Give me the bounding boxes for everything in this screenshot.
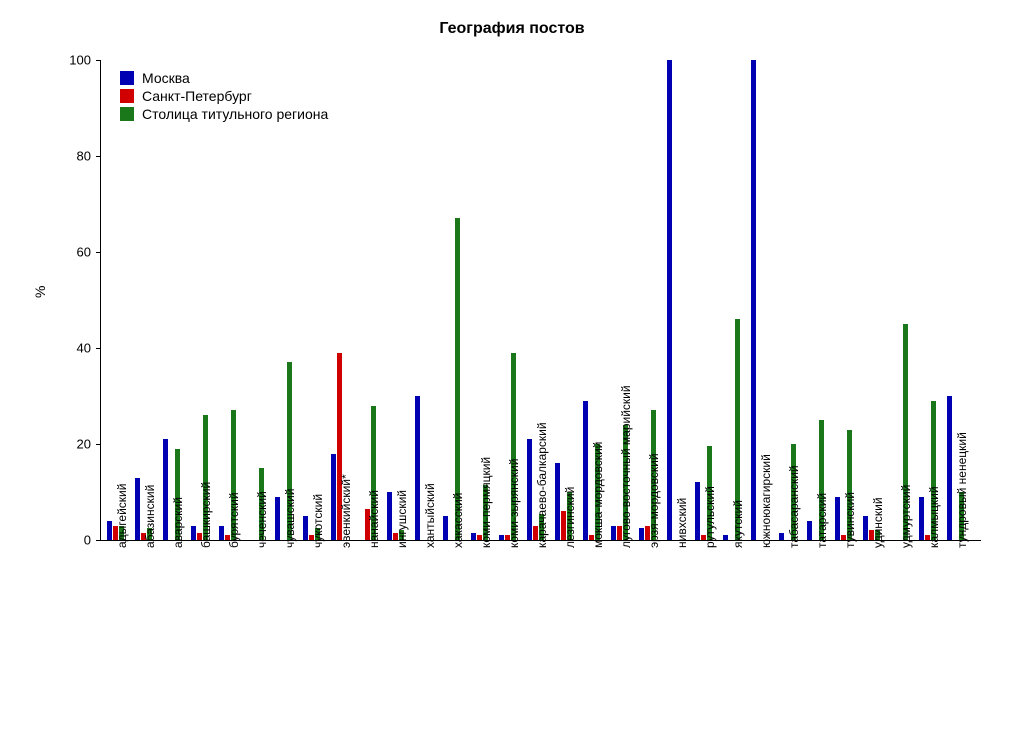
x-label: табасаранский: [787, 465, 801, 548]
x-label: ингушский: [395, 490, 409, 548]
bar: [275, 497, 280, 540]
bar: [583, 401, 588, 540]
y-tick-mark: [96, 540, 101, 541]
legend-label: Москва: [142, 70, 190, 86]
legend-item-moscow: Москва: [120, 70, 328, 86]
bar: [163, 439, 168, 540]
x-label: тувинский: [843, 492, 857, 548]
x-label: нивхский: [675, 498, 689, 548]
x-label: хантыйский: [423, 483, 437, 548]
legend-swatch-icon: [120, 107, 134, 121]
bar: [555, 463, 560, 540]
bar: [639, 528, 644, 540]
bar: [723, 535, 728, 540]
x-label: рутульский: [703, 486, 717, 548]
bar: [835, 497, 840, 540]
chart-container: География постов % 020406080100 Москва С…: [0, 0, 1024, 752]
x-label: абазинский: [143, 485, 157, 548]
bar: [387, 492, 392, 540]
x-label: удинский: [871, 497, 885, 548]
bar: [807, 521, 812, 540]
bar: [135, 478, 140, 540]
x-label: калмыцкий: [927, 486, 941, 548]
bar: [947, 396, 952, 540]
bar: [667, 60, 672, 540]
legend-label: Санкт-Петербург: [142, 88, 252, 104]
bar: [331, 454, 336, 540]
legend-swatch-icon: [120, 71, 134, 85]
bar: [443, 516, 448, 540]
bar: [919, 497, 924, 540]
x-label: хакасский: [451, 493, 465, 548]
bar: [107, 521, 112, 540]
x-label: тундровый ненецкий: [955, 432, 969, 548]
legend-swatch-icon: [120, 89, 134, 103]
chart-title: География постов: [0, 20, 1024, 38]
x-label: татарский: [815, 493, 829, 548]
bar: [499, 535, 504, 540]
legend-label: Столица титульного региона: [142, 106, 328, 122]
x-label: нанайский: [367, 490, 381, 548]
legend: Москва Санкт-Петербург Столица титульног…: [120, 70, 328, 124]
x-label: бурятский: [227, 492, 241, 548]
x-label: коми-пермяцкий: [479, 457, 493, 548]
bar: [863, 516, 868, 540]
x-label: южноюкагирский: [759, 454, 773, 548]
bar: [751, 60, 756, 540]
bar: [303, 516, 308, 540]
bar: [471, 533, 476, 540]
bar: [191, 526, 196, 540]
legend-item-spb: Санкт-Петербург: [120, 88, 328, 104]
x-label: адыгейский: [115, 484, 129, 548]
bar: [611, 526, 616, 540]
legend-item-capital: Столица титульного региона: [120, 106, 328, 122]
x-label: эвенкийский*: [339, 474, 353, 548]
bar: [415, 396, 420, 540]
x-label: эрзя-мордовский: [647, 453, 661, 548]
x-label: коми-зырянский: [507, 459, 521, 548]
x-label: башкирский: [199, 482, 213, 548]
y-axis-label: %: [32, 286, 48, 298]
x-label: лезгинский: [563, 487, 577, 548]
x-label: чукотский: [311, 494, 325, 548]
x-label: удмуртский: [899, 485, 913, 548]
x-label: аварский: [171, 497, 185, 548]
bar: [779, 533, 784, 540]
bar: [695, 482, 700, 540]
x-label: лугово-восточный марийский: [619, 385, 633, 548]
x-label: чеченский: [255, 491, 269, 548]
x-label: мокша-мордовский: [591, 442, 605, 548]
bar: [219, 526, 224, 540]
bar: [527, 439, 532, 540]
x-label: чувашский: [283, 489, 297, 548]
x-label: карачаево-балкарский: [535, 422, 549, 548]
x-label: якутский: [731, 500, 745, 548]
